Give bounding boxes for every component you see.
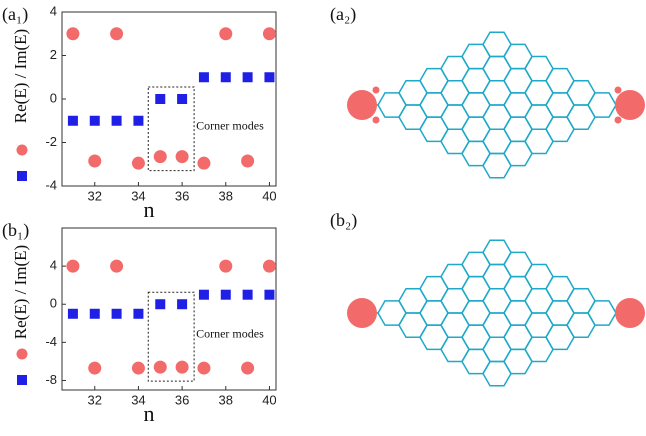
y-tick-label: -4: [45, 334, 57, 349]
y-tick-label: 2: [50, 47, 57, 62]
circle-point: [88, 361, 102, 375]
circle-point: [110, 259, 124, 273]
circle-point: [175, 360, 189, 374]
y-tick-label: -8: [45, 372, 57, 387]
annotation: Corner modes: [196, 326, 264, 340]
honeycomb: [377, 239, 617, 387]
square-point: [177, 299, 188, 310]
circle-point: [241, 154, 255, 168]
panel-label: (b₁): [2, 220, 29, 241]
annotation: Corner modes: [196, 119, 264, 133]
corner-state: [615, 90, 645, 120]
y-tick-label: 0: [50, 296, 57, 311]
corner-mode-box: [147, 291, 195, 382]
square-point: [264, 72, 275, 83]
corner-state: [347, 90, 377, 120]
square-point: [67, 115, 78, 126]
corner-state: [615, 298, 645, 328]
x-tick-label: 40: [262, 188, 276, 203]
x-axis-label: n: [144, 197, 155, 222]
panel-label: (b₂): [330, 210, 357, 231]
circle-point: [131, 156, 145, 170]
x-tick-label: 34: [131, 188, 145, 203]
square-point: [242, 289, 253, 300]
circle-point: [66, 27, 80, 41]
x-tick-label: 32: [88, 188, 102, 203]
square-point: [155, 299, 166, 310]
square-point: [177, 94, 188, 104]
legend-circle: [16, 348, 28, 360]
x-tick-label: 36: [175, 392, 189, 407]
square-point: [242, 72, 253, 83]
x-axis-label: n: [144, 401, 155, 426]
square-point: [220, 72, 231, 83]
small-state: [614, 116, 622, 124]
small-state: [372, 86, 380, 94]
x-tick-label: 32: [88, 392, 102, 407]
square-point: [133, 115, 144, 126]
square-point: [264, 289, 275, 300]
y-axis-label: Re(E) / Im(E): [11, 245, 30, 339]
plot-frame: [61, 227, 277, 391]
y-tick-label: -2: [45, 134, 57, 149]
square-point: [67, 308, 78, 319]
hexagon: [587, 300, 617, 326]
circle-point: [262, 259, 276, 273]
square-point: [198, 72, 209, 83]
circle-point: [153, 150, 167, 164]
square-point: [220, 289, 231, 300]
small-state: [614, 86, 622, 94]
legend-square: [17, 171, 27, 181]
square-point: [89, 308, 100, 319]
square-point: [133, 308, 144, 319]
legend-circle: [16, 144, 28, 156]
hexagon: [587, 92, 617, 118]
y-axis-label: Re(E) / Im(E): [11, 29, 30, 123]
circle-point: [241, 361, 255, 375]
corner-mode-box: [147, 86, 195, 172]
legend-square: [17, 375, 27, 385]
x-tick-label: 38: [219, 392, 233, 407]
x-tick-label: 40: [262, 392, 276, 407]
honeycomb: [377, 31, 617, 179]
panel-label: (a₁): [2, 4, 28, 25]
y-tick-label: 0: [50, 90, 57, 105]
corner-state: [347, 298, 377, 328]
circle-point: [219, 259, 233, 273]
y-tick-label: -4: [45, 177, 57, 192]
circle-point: [110, 27, 124, 41]
small-state: [372, 116, 380, 124]
y-tick-label: 4: [50, 258, 57, 273]
square-point: [111, 308, 122, 319]
circle-point: [219, 27, 233, 41]
circle-point: [66, 259, 80, 273]
circle-point: [175, 150, 189, 164]
square-point: [155, 94, 166, 104]
panel-label: (a₂): [330, 4, 356, 25]
y-tick-label: 4: [50, 3, 57, 18]
x-tick-label: 34: [131, 392, 145, 407]
circle-point: [153, 360, 167, 374]
circle-point: [131, 361, 145, 375]
square-point: [111, 115, 122, 126]
x-tick-label: 36: [175, 188, 189, 203]
circle-point: [262, 27, 276, 41]
square-point: [89, 115, 100, 126]
circle-point: [197, 156, 211, 170]
circle-point: [197, 361, 211, 375]
x-tick-label: 38: [219, 188, 233, 203]
circle-point: [88, 154, 102, 168]
square-point: [198, 289, 209, 300]
